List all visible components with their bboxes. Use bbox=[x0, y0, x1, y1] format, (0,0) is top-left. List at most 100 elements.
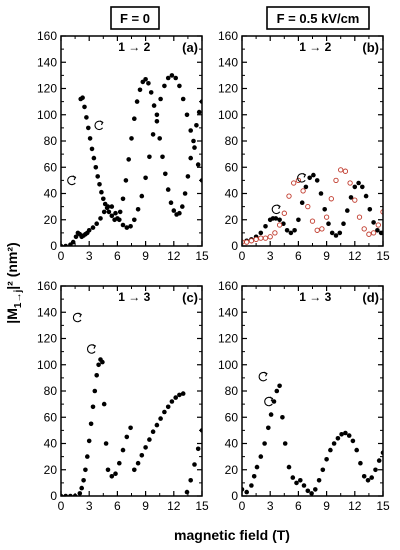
point-1-2-20 bbox=[117, 209, 123, 215]
point-4-1-14 bbox=[282, 441, 288, 446]
point-2-1-31 bbox=[356, 180, 361, 186]
point-1-2-48 bbox=[196, 109, 202, 115]
point-2-2-29 bbox=[370, 230, 377, 236]
point-3-1-27 bbox=[132, 467, 137, 473]
point-2-1-16 bbox=[299, 200, 305, 205]
point-1-2-25 bbox=[132, 116, 137, 121]
point-2-1-18 bbox=[307, 175, 313, 181]
y-tick-label: 20 bbox=[44, 463, 58, 477]
point-4-1-18 bbox=[298, 478, 303, 483]
point-3-1-33 bbox=[154, 422, 160, 428]
point-2-2-24 bbox=[347, 180, 353, 186]
point-1-2-37 bbox=[165, 187, 171, 192]
point-2-2-17 bbox=[314, 227, 320, 233]
point-3-1-24 bbox=[120, 447, 126, 453]
point-3-1-7 bbox=[81, 478, 86, 483]
point-1-1-40 bbox=[192, 145, 197, 150]
point-2-1-9 bbox=[273, 216, 279, 221]
point-1-2-3 bbox=[82, 104, 87, 110]
point-1-2-19 bbox=[115, 216, 120, 221]
panel-3-title: 1 → 3 bbox=[118, 290, 150, 304]
point-1-2-21 bbox=[120, 196, 126, 202]
x-tick-label: 3 bbox=[86, 499, 93, 513]
point-2-2-8 bbox=[272, 230, 278, 236]
point-3-2-3 bbox=[192, 462, 197, 467]
point-3-1-39 bbox=[177, 392, 182, 398]
panel-4-letter: (d) bbox=[362, 290, 379, 305]
y-tick-label: 120 bbox=[218, 82, 238, 96]
point-4-1-5 bbox=[254, 464, 260, 470]
point-1-1-15 bbox=[98, 216, 103, 221]
point-3-1-20 bbox=[105, 467, 111, 473]
point-2-1-20 bbox=[314, 178, 320, 183]
panel-3-markers bbox=[61, 357, 202, 496]
y-tick-label: 20 bbox=[44, 213, 58, 227]
point-1-1-14 bbox=[94, 221, 99, 226]
point-3-1-23 bbox=[117, 460, 122, 466]
point-2-1-12 bbox=[284, 228, 290, 233]
point-1-1-22 bbox=[124, 225, 130, 230]
point-2-1-22 bbox=[322, 207, 328, 212]
x-tick-label: 15 bbox=[376, 499, 390, 513]
x-tick-label: 6 bbox=[295, 249, 302, 263]
point-1-2-39 bbox=[171, 208, 177, 213]
point-2-1-6 bbox=[263, 224, 268, 229]
point-4-1-27 bbox=[331, 441, 337, 446]
y-tick-label: 140 bbox=[37, 305, 57, 319]
point-1-2-41 bbox=[177, 210, 182, 216]
point-1-2-24 bbox=[129, 136, 134, 141]
point-1-1-13 bbox=[90, 225, 96, 230]
point-2-2-6 bbox=[262, 235, 269, 241]
point-3-1-18 bbox=[101, 401, 107, 407]
point-4-1-24 bbox=[320, 467, 326, 473]
point-1-2-46 bbox=[191, 138, 196, 144]
point-3-1-37 bbox=[169, 399, 175, 404]
point-2-2-20 bbox=[328, 196, 334, 202]
point-4-1-32 bbox=[350, 438, 356, 444]
point-4-1-2 bbox=[244, 489, 249, 495]
panel-1: 0 3 6 9 12 15 0 20 40 60 80 100 120 140 160 1 → 2 (a) bbox=[37, 29, 209, 263]
y-tick-label: 120 bbox=[218, 332, 238, 346]
point-2-2-5 bbox=[258, 235, 264, 241]
point-2-2-22 bbox=[338, 167, 344, 173]
y-tick-label: 80 bbox=[225, 384, 239, 398]
point-1-2-45 bbox=[188, 155, 193, 161]
point-2-1-15 bbox=[296, 217, 301, 223]
x-tick-label: 15 bbox=[195, 499, 209, 513]
point-1-2-27 bbox=[137, 87, 143, 93]
panel-1-title: 1 → 2 bbox=[118, 40, 150, 54]
y-tick-label: 40 bbox=[44, 187, 58, 201]
point-1-1-12 bbox=[86, 228, 92, 233]
point-1-2-10 bbox=[95, 174, 100, 179]
point-2-2-16 bbox=[309, 218, 316, 224]
point-2-1-13 bbox=[288, 230, 294, 236]
point-1-2-33 bbox=[154, 119, 160, 124]
point-3-1-14 bbox=[94, 373, 99, 378]
y-tick-label: 40 bbox=[44, 437, 58, 451]
rotation-arrow-icon bbox=[94, 120, 104, 131]
point-3-2-2 bbox=[188, 478, 193, 483]
point-3-1-21 bbox=[109, 474, 115, 479]
point-4-1-20 bbox=[305, 488, 311, 494]
point-4-1-28 bbox=[335, 436, 341, 441]
point-1-1-31 bbox=[158, 96, 163, 102]
point-1-1-41 bbox=[195, 162, 201, 167]
point-1-2-35 bbox=[160, 154, 165, 160]
point-4-1-9 bbox=[268, 412, 274, 417]
point-1-1-23 bbox=[128, 224, 133, 229]
point-1-1-30 bbox=[154, 112, 160, 118]
point-1-1-28 bbox=[147, 154, 152, 160]
point-1-1-34 bbox=[169, 73, 175, 78]
point-1-1-39 bbox=[188, 128, 193, 133]
point-2-2-9 bbox=[276, 222, 283, 228]
point-3-1-22 bbox=[113, 471, 118, 477]
y-tick-label: 140 bbox=[37, 55, 57, 69]
point-3-1-11 bbox=[88, 421, 94, 427]
point-1-2-32 bbox=[151, 103, 157, 108]
point-1-1-16 bbox=[101, 209, 107, 215]
y-tick-label: 20 bbox=[225, 463, 239, 477]
x-tick-label: 9 bbox=[323, 249, 330, 263]
x-tick-label: 0 bbox=[58, 249, 65, 263]
point-1-2-22 bbox=[123, 178, 129, 183]
point-1-2-38 bbox=[168, 200, 174, 205]
